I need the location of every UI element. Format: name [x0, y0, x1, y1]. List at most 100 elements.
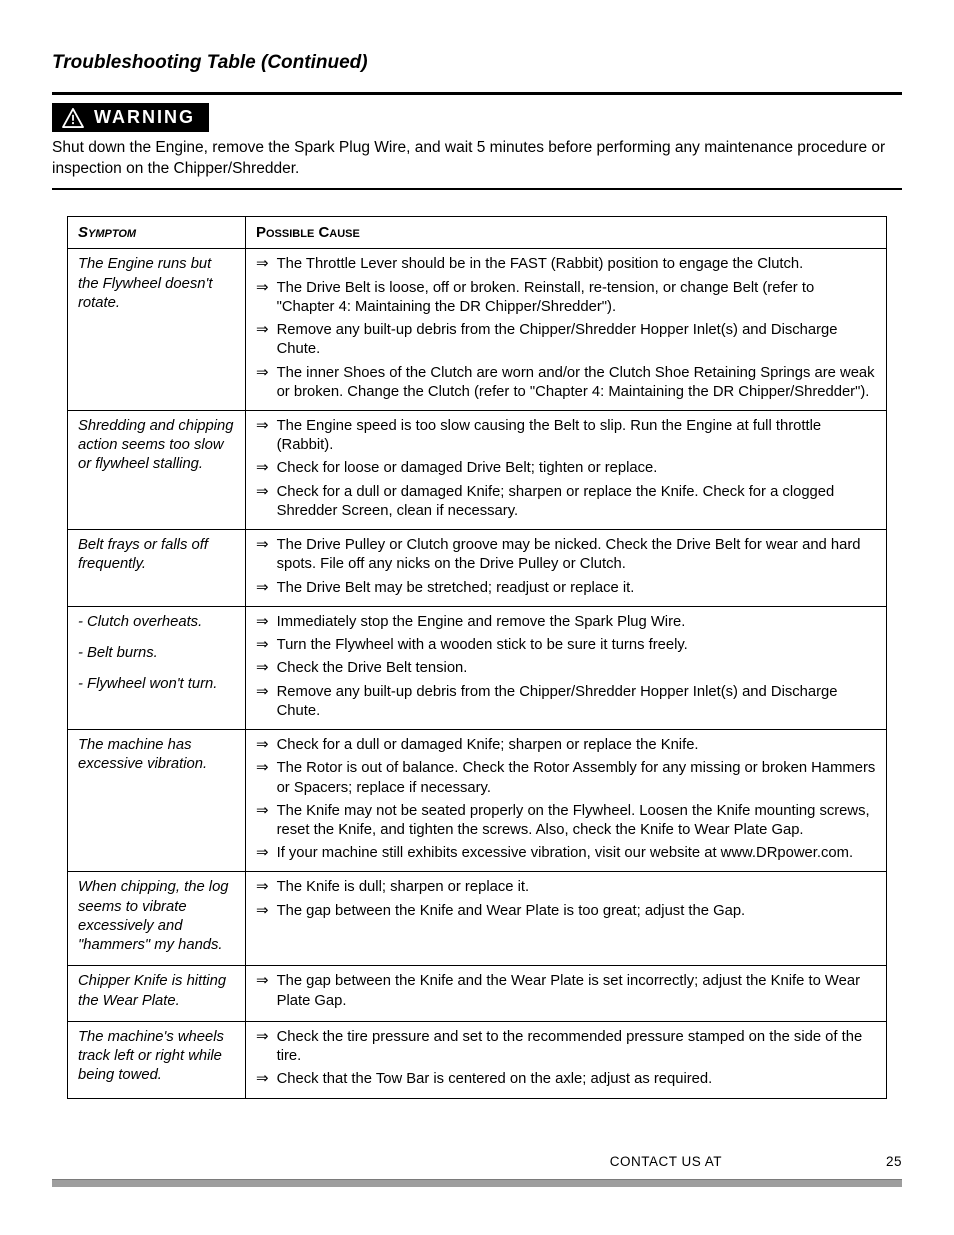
cause-cell: ⇒ Immediately stop the Engine and remove …: [246, 606, 887, 729]
table-row: Shredding and chipping action seems too …: [68, 410, 887, 529]
cause-cell: ⇒The Drive Pulley or Clutch groove may b…: [246, 530, 887, 607]
cause-item: ⇒Remove any built-up debris from the Chi…: [256, 683, 876, 721]
footer-contact: CONTACT US AT: [610, 1154, 722, 1169]
table-row: When chipping, the log seems to vibrate …: [68, 872, 887, 966]
symptom-text: Shredding and chipping action seems too …: [78, 417, 235, 475]
cause-text: The gap between the Knife and the Wear P…: [277, 972, 876, 1010]
cause-item: ⇒ The Engine speed is too slow causing th…: [256, 417, 876, 455]
bullet-icon: ⇒: [256, 844, 269, 862]
cause-item: ⇒ Check for a dull or damaged Knife; shar…: [256, 736, 876, 755]
cause-item: ⇒ The Throttle Lever should be in the FAS…: [256, 255, 876, 274]
table-header-row: Symptom Possible Cause: [68, 216, 887, 249]
bullet-icon: ⇒: [256, 902, 269, 920]
cause-text: The Throttle Lever should be in the FAST…: [277, 255, 804, 274]
cause-text: The inner Shoes of the Clutch are worn a…: [277, 364, 876, 402]
cause-text: Check the Drive Belt tension.: [277, 659, 468, 678]
bullet-icon: ⇒: [256, 459, 269, 477]
header-symptom: Symptom: [68, 216, 246, 249]
symptom-cell: When chipping, the log seems to vibrate …: [68, 872, 246, 966]
warning-badge: WARNING: [52, 103, 209, 132]
bullet-icon: ⇒: [256, 972, 269, 990]
footer-bar: [52, 1179, 902, 1187]
symptom-cell: The Engine runs but the Flywheel doesn't…: [68, 249, 246, 411]
cause-text: Check for loose or damaged Drive Belt; t…: [277, 459, 658, 478]
troubleshooting-table: Symptom Possible Cause The Engine runs b…: [67, 216, 887, 1099]
bullet-icon: ⇒: [256, 1070, 269, 1088]
bullet-icon: ⇒: [256, 802, 269, 820]
cause-cell: ⇒ The gap between the Knife and the Wear …: [246, 966, 887, 1021]
symptom-cell: Shredding and chipping action seems too …: [68, 410, 246, 529]
cause-cell: ⇒ The Throttle Lever should be in the FAS…: [246, 249, 887, 411]
divider-bottom: [52, 188, 902, 190]
symptom-cell: The machine has excessive vibration.: [68, 730, 246, 872]
cause-text: The Knife is dull; sharpen or replace it…: [277, 878, 530, 897]
symptom-text: The Engine runs but the Flywheel doesn't…: [78, 255, 235, 313]
cause-item: ⇒The Drive Belt may be stretched; readju…: [256, 579, 876, 598]
cause-text: Immediately stop the Engine and remove t…: [277, 613, 686, 632]
cause-text: The Rotor is out of balance. Check the R…: [277, 759, 876, 797]
bullet-icon: ⇒: [256, 1028, 269, 1046]
cause-cell: ⇒ The Engine speed is too slow causing th…: [246, 410, 887, 529]
cause-text: Remove any built-up debris from the Chip…: [277, 321, 876, 359]
cause-item: ⇒Check the Drive Belt tension.: [256, 659, 876, 678]
table-row: Belt frays or falls off frequently. ⇒The …: [68, 530, 887, 607]
symptom-text: Clutch overheats.: [78, 613, 235, 632]
symptom-cell: The machine's wheels track left or right…: [68, 1021, 246, 1098]
cause-text: The Knife may not be seated properly on …: [277, 802, 876, 840]
symptom-cell: Chipper Knife is hitting the Wear Plate.: [68, 966, 246, 1021]
cause-item: ⇒ The Knife is dull; sharpen or replace i…: [256, 878, 876, 897]
cause-cell: ⇒ The Knife is dull; sharpen or replace i…: [246, 872, 887, 966]
bullet-icon: ⇒: [256, 579, 269, 597]
bullet-icon: ⇒: [256, 759, 269, 777]
table-row: The machine has excessive vibration. ⇒ Che…: [68, 730, 887, 872]
cause-item: ⇒The Drive Pulley or Clutch groove may b…: [256, 536, 876, 574]
cause-text: Check for a dull or damaged Knife; sharp…: [277, 736, 699, 755]
cause-item: ⇒ Check for a dull or damaged Knife; shar…: [256, 483, 876, 521]
cause-text: The Engine speed is too slow causing the…: [277, 417, 876, 455]
warning-icon: [62, 108, 84, 128]
cause-cell: ⇒ Check for a dull or damaged Knife; shar…: [246, 730, 887, 872]
cause-item: ⇒ If your machine still exhibits excessiv…: [256, 844, 876, 863]
cause-text: The Drive Belt is loose, off or broken. …: [277, 279, 876, 317]
symptom-text: The machine's wheels track left or right…: [78, 1028, 235, 1086]
table-row: Chipper Knife is hitting the Wear Plate.…: [68, 966, 887, 1021]
bullet-icon: ⇒: [256, 417, 269, 435]
cause-item: ⇒ The Rotor is out of balance. Check the …: [256, 759, 876, 797]
bullet-icon: ⇒: [256, 255, 269, 273]
cause-text: If your machine still exhibits excessive…: [277, 844, 853, 863]
page-title: Troubleshooting Table (Continued): [52, 52, 902, 74]
header-cause: Possible Cause: [246, 216, 887, 249]
cause-item: ⇒ Check for loose or damaged Drive Belt; …: [256, 459, 876, 478]
divider-top: [52, 92, 902, 95]
cause-item: ⇒Remove any built-up debris from the Chi…: [256, 321, 876, 359]
warning-label: WARNING: [94, 107, 195, 128]
table-row: The Engine runs but the Flywheel doesn't…: [68, 249, 887, 411]
bullet-icon: ⇒: [256, 536, 269, 554]
symptom-text: Chipper Knife is hitting the Wear Plate.: [78, 972, 235, 1010]
cause-item: ⇒ Check that the Tow Bar is centered on t…: [256, 1070, 876, 1089]
cause-item: ⇒Immediately stop the Engine and remove …: [256, 613, 876, 632]
cause-cell: ⇒Check the tire pressure and set to the …: [246, 1021, 887, 1098]
bullet-icon: ⇒: [256, 483, 269, 501]
footer-page-number: 25: [886, 1154, 902, 1169]
warning-text: Shut down the Engine, remove the Spark P…: [52, 138, 902, 180]
symptom-text: The machine has excessive vibration.: [78, 736, 235, 774]
cause-text: The gap between the Knife and Wear Plate…: [277, 902, 746, 921]
bullet-icon: ⇒: [256, 736, 269, 754]
cause-item: ⇒ The gap between the Knife and Wear Plat…: [256, 902, 876, 921]
cause-item: ⇒Turn the Flywheel with a wooden stick t…: [256, 636, 876, 655]
cause-item: ⇒The inner Shoes of the Clutch are worn …: [256, 364, 876, 402]
warning-block: WARNING Shut down the Engine, remove the…: [52, 103, 902, 180]
symptom-cell: Belt frays or falls off frequently.: [68, 530, 246, 607]
bullet-icon: ⇒: [256, 279, 269, 297]
bullet-icon: ⇒: [256, 878, 269, 896]
bullet-icon: ⇒: [256, 636, 269, 654]
page-footer: CONTACT US AT 25: [0, 1154, 954, 1187]
cause-item: ⇒ The Knife may not be seated properly on…: [256, 802, 876, 840]
symptom-text: Belt burns.: [78, 644, 235, 663]
symptom-text: Flywheel won't turn.: [78, 675, 235, 694]
cause-item: ⇒ The Drive Belt is loose, off or broken.…: [256, 279, 876, 317]
cause-text: Check that the Tow Bar is centered on th…: [277, 1070, 713, 1089]
cause-text: Check for a dull or damaged Knife; sharp…: [277, 483, 876, 521]
cause-item: ⇒ The gap between the Knife and the Wear …: [256, 972, 876, 1010]
